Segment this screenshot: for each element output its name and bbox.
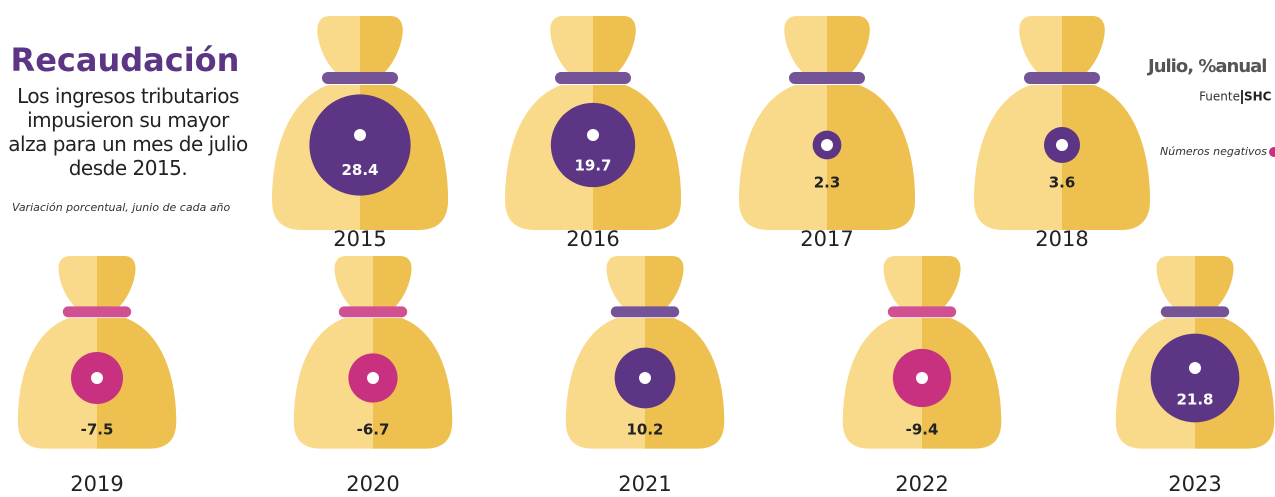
bag-shade (1062, 16, 1150, 230)
bubble-dot (639, 372, 651, 384)
bag-knot-shade (593, 16, 636, 72)
value-label: -9.4 (906, 421, 939, 439)
bag-band (555, 72, 631, 84)
bag-shade (922, 256, 1002, 449)
note: Variación porcentual, junio de cada año (12, 201, 231, 214)
bag-band (1160, 306, 1230, 318)
bag-band (1024, 72, 1100, 84)
value-label: 10.2 (626, 421, 663, 439)
bubble (550, 102, 636, 188)
x-tick-label: 2020 (346, 472, 399, 496)
bag-knot-shade (373, 256, 412, 307)
bag-band (322, 72, 398, 84)
value-label: 3.6 (1049, 174, 1076, 192)
bubble-dot (91, 372, 103, 384)
bubble-dot (587, 129, 599, 141)
legend-marker (1269, 147, 1275, 157)
bag-band (338, 306, 408, 318)
bag-knot-shade (1195, 256, 1234, 307)
bubble-dot (1056, 139, 1068, 151)
bubble-dot (916, 372, 928, 384)
value-label: 28.4 (341, 161, 378, 179)
bag-shade (827, 16, 915, 230)
bag-body-shade (645, 318, 725, 449)
bubble (309, 94, 411, 196)
legend-label: Números negativos (1160, 145, 1267, 158)
value-label: 19.7 (574, 157, 611, 175)
x-tick-label: 2023 (1168, 472, 1221, 496)
bag-band (887, 306, 957, 318)
value-label: -6.7 (357, 421, 390, 439)
bubble-dot (354, 129, 366, 141)
bag-body-shade (373, 318, 453, 449)
bubble-dot (821, 139, 833, 151)
bag-knot-shade (1062, 16, 1105, 72)
money-bag (974, 16, 1150, 230)
bag-knot-shade (360, 16, 403, 72)
bag-band (62, 306, 132, 318)
x-tick-label: 2017 (800, 227, 853, 251)
unit-label: Julio, %anual (1146, 56, 1266, 77)
money-bag (842, 256, 1002, 449)
bubble (1150, 333, 1240, 423)
chart-title: Recaudación (11, 41, 240, 79)
x-tick-label: 2022 (895, 472, 948, 496)
source-label: Fuente (1199, 90, 1240, 104)
source: SHC (1244, 90, 1272, 104)
money-bag (739, 16, 915, 230)
bag-body-shade (97, 318, 177, 449)
bag-shade (97, 256, 177, 449)
value-label: 2.3 (814, 174, 841, 192)
bag-knot-shade (97, 256, 136, 307)
bag-knot-shade (827, 16, 870, 72)
bag-shade (373, 256, 453, 449)
x-tick-label: 2021 (618, 472, 671, 496)
bag-knot-shade (922, 256, 961, 307)
x-tick-label: 2015 (333, 227, 386, 251)
bag-band (789, 72, 865, 84)
bag-knot-shade (645, 256, 684, 307)
bag-body-shade (827, 85, 915, 230)
x-tick-label: 2019 (70, 472, 123, 496)
bag-body-shade (922, 318, 1002, 449)
x-tick-label: 2018 (1035, 227, 1088, 251)
bag-band (610, 306, 680, 318)
value-label: -7.5 (81, 421, 114, 439)
bag-shade (645, 256, 725, 449)
bag-body-shade (1062, 85, 1150, 230)
x-tick-label: 2016 (566, 227, 619, 251)
value-label: 21.8 (1176, 391, 1213, 409)
bubble-dot (1189, 362, 1201, 374)
bubble-dot (367, 372, 379, 384)
subtitle: Los ingresos tributarios impusieron su m… (8, 84, 248, 180)
